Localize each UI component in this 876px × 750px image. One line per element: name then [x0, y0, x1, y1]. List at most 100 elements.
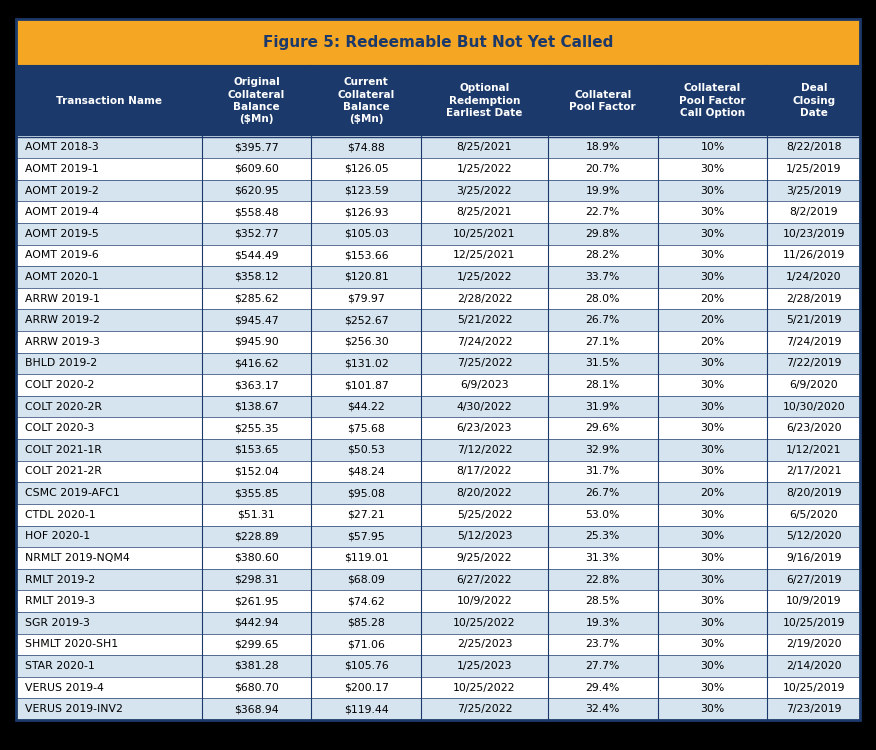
- Text: 30%: 30%: [700, 704, 724, 714]
- Bar: [658, 418, 767, 439]
- Text: 18.9%: 18.9%: [585, 142, 620, 152]
- Bar: [767, 590, 860, 612]
- Text: $945.90: $945.90: [234, 337, 279, 346]
- Bar: [767, 612, 860, 634]
- Bar: [421, 136, 548, 158]
- Text: 30%: 30%: [700, 466, 724, 476]
- Text: $152.04: $152.04: [234, 466, 279, 476]
- Bar: [658, 180, 767, 201]
- Text: $123.59: $123.59: [344, 185, 389, 196]
- Text: $255.35: $255.35: [234, 423, 279, 433]
- Text: ARRW 2019-2: ARRW 2019-2: [25, 315, 99, 326]
- Text: 30%: 30%: [700, 207, 724, 218]
- Text: 10/25/2021: 10/25/2021: [453, 229, 516, 238]
- Bar: [421, 460, 548, 482]
- Text: 30%: 30%: [700, 661, 724, 671]
- Text: SGR 2019-3: SGR 2019-3: [25, 618, 89, 628]
- Bar: [658, 547, 767, 568]
- Text: 1/25/2022: 1/25/2022: [456, 272, 512, 282]
- Bar: [16, 310, 201, 331]
- Text: $44.22: $44.22: [348, 402, 385, 412]
- Bar: [548, 482, 658, 504]
- Bar: [767, 460, 860, 482]
- Text: $119.01: $119.01: [344, 553, 389, 563]
- Text: 2/17/2021: 2/17/2021: [786, 466, 842, 476]
- Bar: [767, 65, 860, 136]
- Text: 28.5%: 28.5%: [585, 596, 620, 606]
- Bar: [767, 504, 860, 526]
- Bar: [201, 65, 311, 136]
- Text: $298.31: $298.31: [234, 574, 279, 584]
- Bar: [16, 590, 201, 612]
- Text: 10/9/2022: 10/9/2022: [456, 596, 512, 606]
- Text: 27.1%: 27.1%: [585, 337, 620, 346]
- Bar: [201, 504, 311, 526]
- Bar: [767, 656, 860, 676]
- Text: 10/30/2020: 10/30/2020: [782, 402, 845, 412]
- Bar: [548, 547, 658, 568]
- Bar: [421, 590, 548, 612]
- Bar: [201, 244, 311, 266]
- Text: $395.77: $395.77: [234, 142, 279, 152]
- Bar: [311, 568, 421, 590]
- Bar: [548, 158, 658, 180]
- Text: 5/12/2023: 5/12/2023: [456, 531, 512, 542]
- Bar: [658, 201, 767, 223]
- Bar: [421, 201, 548, 223]
- Bar: [658, 266, 767, 288]
- Bar: [16, 460, 201, 482]
- Bar: [548, 396, 658, 418]
- Bar: [16, 266, 201, 288]
- Text: $51.31: $51.31: [237, 510, 275, 520]
- Bar: [548, 656, 658, 676]
- Text: 32.9%: 32.9%: [585, 445, 620, 454]
- Bar: [16, 656, 201, 676]
- Text: 30%: 30%: [700, 358, 724, 368]
- Bar: [658, 612, 767, 634]
- Bar: [201, 310, 311, 331]
- Text: $48.24: $48.24: [348, 466, 385, 476]
- Bar: [201, 460, 311, 482]
- Text: COLT 2020-3: COLT 2020-3: [25, 423, 94, 433]
- Bar: [16, 288, 201, 310]
- Text: 8/25/2021: 8/25/2021: [456, 142, 512, 152]
- Bar: [311, 266, 421, 288]
- Text: $126.05: $126.05: [344, 164, 389, 174]
- Bar: [311, 244, 421, 266]
- Bar: [658, 676, 767, 698]
- Bar: [658, 634, 767, 656]
- Text: 1/12/2021: 1/12/2021: [786, 445, 842, 454]
- Text: $363.17: $363.17: [234, 380, 279, 390]
- Text: COLT 2021-2R: COLT 2021-2R: [25, 466, 102, 476]
- Text: RMLT 2019-2: RMLT 2019-2: [25, 574, 95, 584]
- Bar: [201, 526, 311, 547]
- Text: 7/12/2022: 7/12/2022: [456, 445, 512, 454]
- Text: Transaction Name: Transaction Name: [56, 96, 162, 106]
- Bar: [421, 158, 548, 180]
- Text: $75.68: $75.68: [348, 423, 385, 433]
- Bar: [548, 568, 658, 590]
- Text: AOMT 2019-5: AOMT 2019-5: [25, 229, 98, 238]
- Bar: [16, 180, 201, 201]
- Bar: [767, 136, 860, 158]
- Text: 2/19/2020: 2/19/2020: [786, 639, 842, 650]
- Bar: [658, 352, 767, 374]
- Bar: [548, 180, 658, 201]
- Bar: [201, 158, 311, 180]
- Text: Collateral
Pool Factor
Call Option: Collateral Pool Factor Call Option: [679, 83, 745, 118]
- Bar: [548, 331, 658, 352]
- Text: $355.85: $355.85: [234, 488, 279, 498]
- Bar: [201, 676, 311, 698]
- Bar: [421, 568, 548, 590]
- Text: Optional
Redemption
Earliest Date: Optional Redemption Earliest Date: [446, 83, 523, 118]
- Bar: [658, 310, 767, 331]
- Bar: [548, 439, 658, 460]
- Text: 20%: 20%: [700, 315, 724, 326]
- Text: $74.62: $74.62: [348, 596, 385, 606]
- Text: $228.89: $228.89: [234, 531, 279, 542]
- Text: $131.02: $131.02: [344, 358, 389, 368]
- Bar: [16, 352, 201, 374]
- Bar: [311, 331, 421, 352]
- Text: 53.0%: 53.0%: [585, 510, 620, 520]
- Bar: [16, 439, 201, 460]
